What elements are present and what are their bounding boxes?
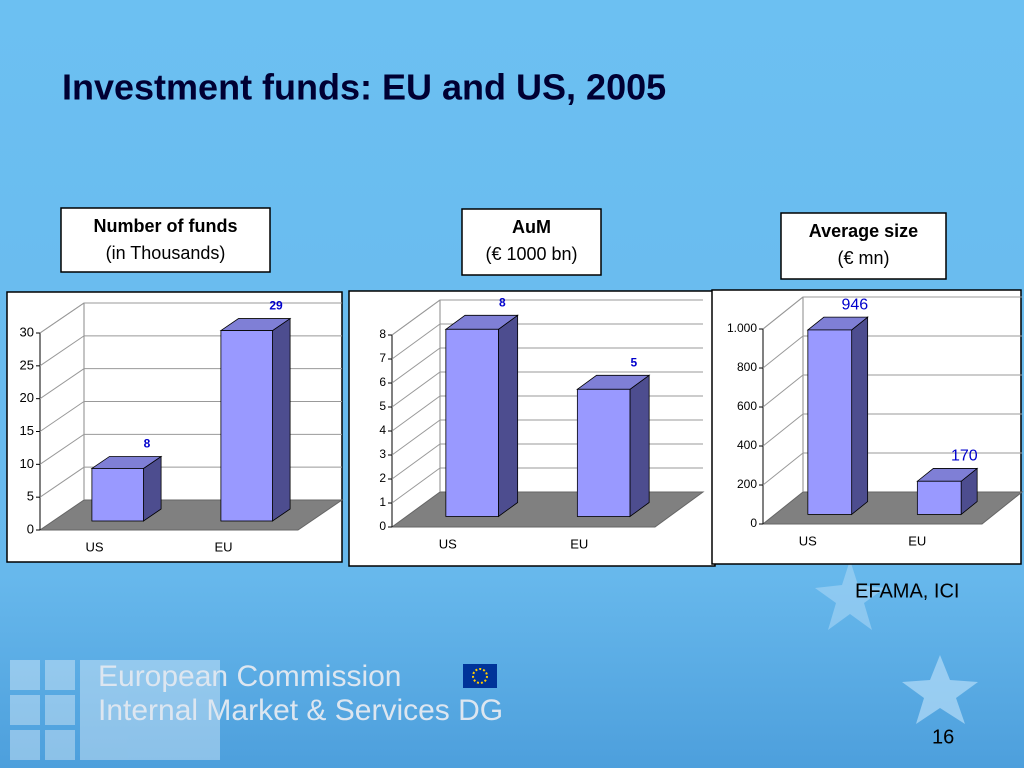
bar [445, 328, 499, 517]
bar [807, 329, 853, 515]
y-tick-label: 0 [27, 521, 34, 536]
data-label: 170 [951, 448, 978, 465]
grid-line [391, 323, 703, 360]
grid-line [762, 296, 1022, 330]
data-label: 946 [841, 296, 868, 313]
x-tick-label: EU [214, 539, 232, 554]
page-number: 16 [932, 726, 954, 748]
chart-title-box [60, 207, 271, 273]
y-tick-label: 1.000 [727, 321, 757, 335]
y-tick-label: 5 [379, 399, 386, 413]
data-label: 8 [499, 295, 506, 309]
chart-title: Number of funds [94, 216, 238, 236]
star-decoration [815, 560, 885, 630]
grid-line [391, 299, 703, 336]
bar-side [272, 317, 291, 522]
x-tick-label: US [85, 539, 103, 554]
chart-title: AuM [512, 217, 551, 237]
bar-side [498, 314, 519, 518]
y-tick-label: 600 [737, 399, 757, 413]
y-tick-label: 0 [379, 519, 386, 533]
chart-title: Average size [809, 221, 918, 241]
y-tick-label: 0 [750, 516, 757, 530]
y-tick-label: 30 [20, 324, 34, 339]
slide-title: Investment funds: EU and US, 2005 [62, 67, 666, 108]
chart-title-box [780, 212, 947, 280]
y-tick-label: 20 [20, 390, 34, 405]
bar-side [629, 374, 650, 518]
bar-side [851, 316, 869, 516]
y-tick-label: 25 [20, 357, 34, 372]
y-tick-label: 10 [20, 456, 34, 471]
y-tick-label: 800 [737, 360, 757, 374]
y-tick-label: 6 [379, 375, 386, 389]
source: EFAMA, ICI [855, 580, 959, 602]
floor [38, 499, 344, 531]
footer-tiles [10, 660, 220, 760]
y-tick-label: 2 [379, 471, 386, 485]
chart-subtitle: (€ 1000 bn) [485, 244, 577, 264]
star-decoration [902, 655, 978, 724]
grid-line [762, 335, 1022, 369]
eu-flag-stars [472, 668, 488, 684]
grid-line [39, 302, 342, 334]
y-tick-label: 7 [379, 351, 386, 365]
y-tick-label: 15 [20, 423, 34, 438]
y-tick-label: 4 [379, 423, 386, 437]
y-tick-label: 200 [737, 477, 757, 491]
data-label: 29 [269, 299, 283, 313]
grid-line [391, 347, 703, 384]
y-tick-label: 1 [379, 495, 386, 509]
x-tick-label: US [439, 536, 457, 551]
bar [916, 480, 962, 515]
data-label: 8 [144, 437, 151, 451]
chart-subtitle: (€ mn) [837, 248, 889, 268]
y-tick-label: 400 [737, 438, 757, 452]
bar [220, 330, 273, 522]
y-tick-label: 5 [27, 489, 34, 504]
grid-line [762, 452, 1022, 486]
x-tick-label: EU [908, 533, 926, 548]
x-tick-label: US [799, 533, 817, 548]
y-tick-label: 3 [379, 447, 386, 461]
chart-subtitle: (in Thousands) [106, 243, 226, 263]
chart-title-box [461, 208, 602, 276]
grid-line [762, 374, 1022, 408]
data-label: 5 [630, 355, 637, 369]
x-tick-label: EU [570, 536, 588, 551]
footer-dg: Internal Market & Services DG [98, 694, 503, 727]
floor [390, 491, 705, 528]
grid-line [391, 371, 703, 408]
floor [761, 491, 1024, 525]
bar [576, 388, 631, 517]
y-tick-label: 8 [379, 327, 386, 341]
bar [91, 468, 144, 522]
grid-line [762, 413, 1022, 447]
eu-flag [463, 664, 497, 688]
footer-org: European Commission [98, 660, 401, 693]
